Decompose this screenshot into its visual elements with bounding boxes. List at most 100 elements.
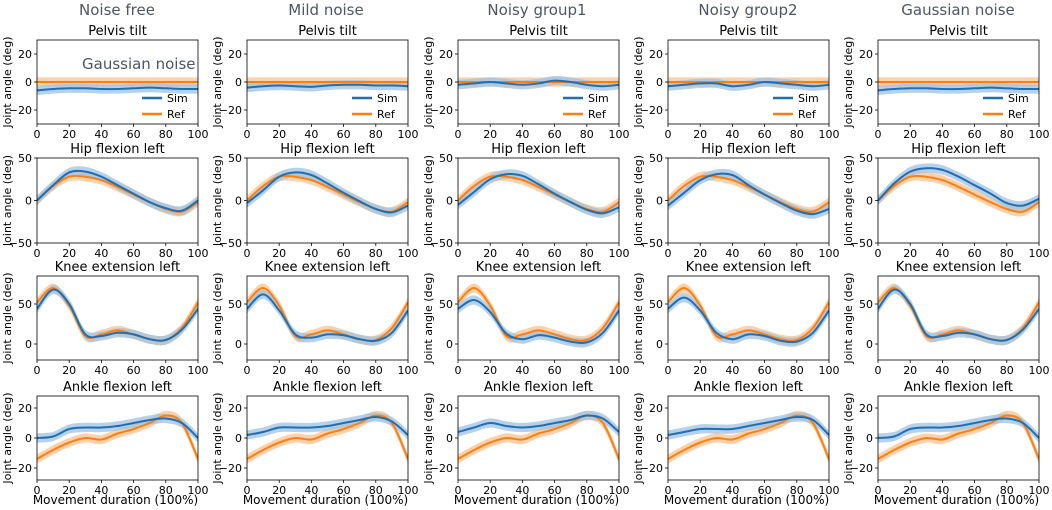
x-tick-label: 20: [693, 484, 707, 497]
y-tick-label: 20: [859, 48, 873, 61]
x-tick-label: 80: [580, 364, 594, 377]
plot-area: [878, 163, 1039, 217]
x-tick-label: 0: [34, 484, 41, 497]
x-tick-label: 40: [94, 128, 108, 141]
x-axis-label: Movement duration (100%): [664, 493, 829, 507]
sim-line: [247, 293, 408, 343]
ref-line: [878, 174, 1039, 213]
x-tick-label: 0: [244, 128, 251, 141]
y-tick-label: 0: [235, 195, 242, 208]
panel-title: Pelvis tilt: [509, 24, 568, 39]
x-tick-label: 60: [337, 484, 351, 497]
sim-line: [668, 80, 829, 88]
y-axis-label: Joint angle (deg): [842, 36, 855, 128]
y-axis-label: Joint angle (deg): [842, 392, 855, 484]
panel: Knee extension left 50 00 20 40 60 80 100 Joint …: [632, 260, 840, 377]
y-tick-label: 20: [228, 402, 242, 415]
x-tick-label: 80: [580, 484, 594, 497]
x-tick-label: 60: [337, 364, 351, 377]
x-tick-label: 80: [159, 128, 173, 141]
axes-frame: [36, 157, 199, 244]
y-tick-label: −50: [640, 237, 663, 250]
legend-sim-label: Sim: [377, 92, 398, 105]
legend: Sim Ref: [983, 92, 1029, 121]
y-tick-label: 0: [866, 432, 873, 445]
x-tick-label: 0: [665, 364, 672, 377]
ref-line: [247, 414, 408, 460]
x-axis-label: Movement duration (100%): [874, 493, 1039, 507]
x-tick-label: 80: [159, 364, 173, 377]
legend-ref-label: Ref: [798, 108, 817, 121]
x-tick-label: 100: [188, 484, 209, 497]
sim-band: [247, 167, 408, 218]
x-axis-label: Movement duration (100%): [454, 493, 619, 507]
x-tick-label: 20: [693, 128, 707, 141]
panel-title: Knee extension left: [55, 260, 180, 275]
x-tick-label: 100: [398, 484, 419, 497]
x-tick-label: 80: [580, 247, 594, 260]
x-tick-label: 80: [790, 484, 804, 497]
legend: Sim Ref: [352, 92, 398, 121]
x-tick-label: 60: [127, 484, 141, 497]
ref-line: [247, 287, 408, 342]
y-axis-label: Joint angle (deg): [422, 36, 435, 128]
x-tick-label: 20: [483, 128, 497, 141]
sim-line: [458, 414, 619, 433]
x-tick-label: 40: [94, 484, 108, 497]
y-axis-label: Joint angle (deg): [1, 155, 14, 247]
x-tick-label: 100: [398, 247, 419, 260]
y-axis-label: Joint angle (deg): [632, 272, 645, 364]
plot-area: [37, 410, 198, 464]
y-tick-label: 50: [649, 298, 663, 311]
axes-frame: [877, 275, 1040, 361]
y-axis-label: Joint angle (deg): [422, 155, 435, 247]
panel-title: Pelvis tilt: [88, 24, 147, 39]
sim-line: [668, 415, 829, 436]
x-tick-label: 40: [725, 247, 739, 260]
x-tick-label: 40: [935, 364, 949, 377]
plot-area: [247, 410, 408, 464]
x-tick-label: 20: [903, 128, 917, 141]
plot-area: [458, 169, 619, 218]
y-tick-label: 0: [656, 195, 663, 208]
x-tick-label: 20: [903, 247, 917, 260]
plot-area: [37, 283, 198, 346]
gaussian-noise-annotation: Gaussian noise: [82, 55, 195, 73]
x-tick-label: 20: [272, 128, 286, 141]
y-axis-label: Joint angle (deg): [632, 36, 645, 128]
x-tick-label: 80: [159, 484, 173, 497]
x-tick-label: 40: [304, 128, 318, 141]
x-tick-label: 80: [159, 247, 173, 260]
ref-line: [668, 287, 829, 342]
x-tick-label: 100: [1029, 247, 1050, 260]
y-tick-label: 50: [18, 152, 32, 165]
panel-title: Knee extension left: [476, 260, 601, 275]
y-tick-label: −20: [850, 104, 873, 117]
x-tick-label: 60: [337, 128, 351, 141]
legend: Sim Ref: [142, 92, 188, 121]
column-title: Noisy group1: [487, 1, 586, 19]
x-tick-label: 60: [548, 484, 562, 497]
panel: Knee extension left 50 00 20 40 60 80 100 Joint …: [842, 260, 1050, 377]
x-tick-label: 100: [1029, 128, 1050, 141]
axes-frame: [457, 157, 620, 244]
x-tick-label: 20: [272, 247, 286, 260]
x-tick-label: 0: [244, 247, 251, 260]
y-tick-label: −50: [219, 237, 242, 250]
y-axis-label: Joint angle (deg): [211, 272, 224, 364]
legend-ref-label: Ref: [377, 108, 396, 121]
y-tick-label: 50: [228, 298, 242, 311]
ref-line: [458, 287, 619, 342]
x-tick-label: 0: [665, 247, 672, 260]
legend-sim-label: Sim: [588, 92, 609, 105]
x-tick-label: 0: [455, 364, 462, 377]
plot-area: [878, 410, 1039, 464]
x-tick-label: 0: [34, 128, 41, 141]
y-tick-label: −20: [219, 462, 242, 475]
x-tick-label: 40: [94, 247, 108, 260]
